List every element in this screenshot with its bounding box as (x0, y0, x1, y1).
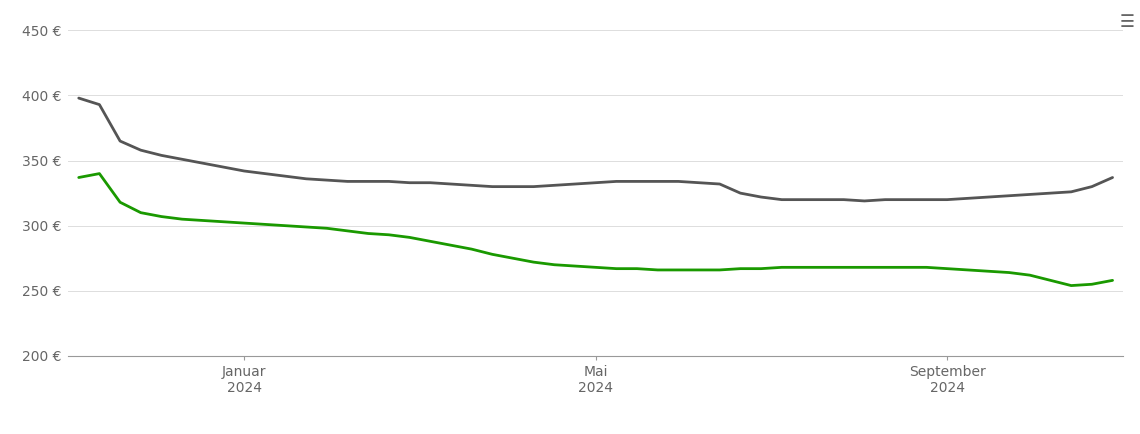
Sackware (72, 95, 86, 101)
Sackware (1085, 184, 1099, 189)
lose Ware (1106, 278, 1119, 283)
lose Ware (320, 226, 334, 231)
Sackware (857, 198, 871, 204)
lose Ware (775, 265, 789, 270)
lose Ware (423, 239, 437, 244)
lose Ware (1065, 283, 1078, 288)
Text: ☰: ☰ (1119, 13, 1134, 31)
Sackware (382, 179, 396, 184)
Sackware (755, 194, 768, 200)
lose Ware (402, 235, 416, 240)
lose Ware (1085, 282, 1099, 287)
lose Ware (837, 265, 850, 270)
lose Ware (92, 171, 106, 176)
lose Ware (72, 175, 86, 180)
Line: Sackware: Sackware (79, 98, 1113, 201)
Sackware (1106, 175, 1119, 180)
Sackware (300, 176, 314, 181)
Line: lose Ware: lose Ware (79, 174, 1113, 286)
Sackware (402, 180, 416, 185)
Sackware (816, 197, 830, 202)
